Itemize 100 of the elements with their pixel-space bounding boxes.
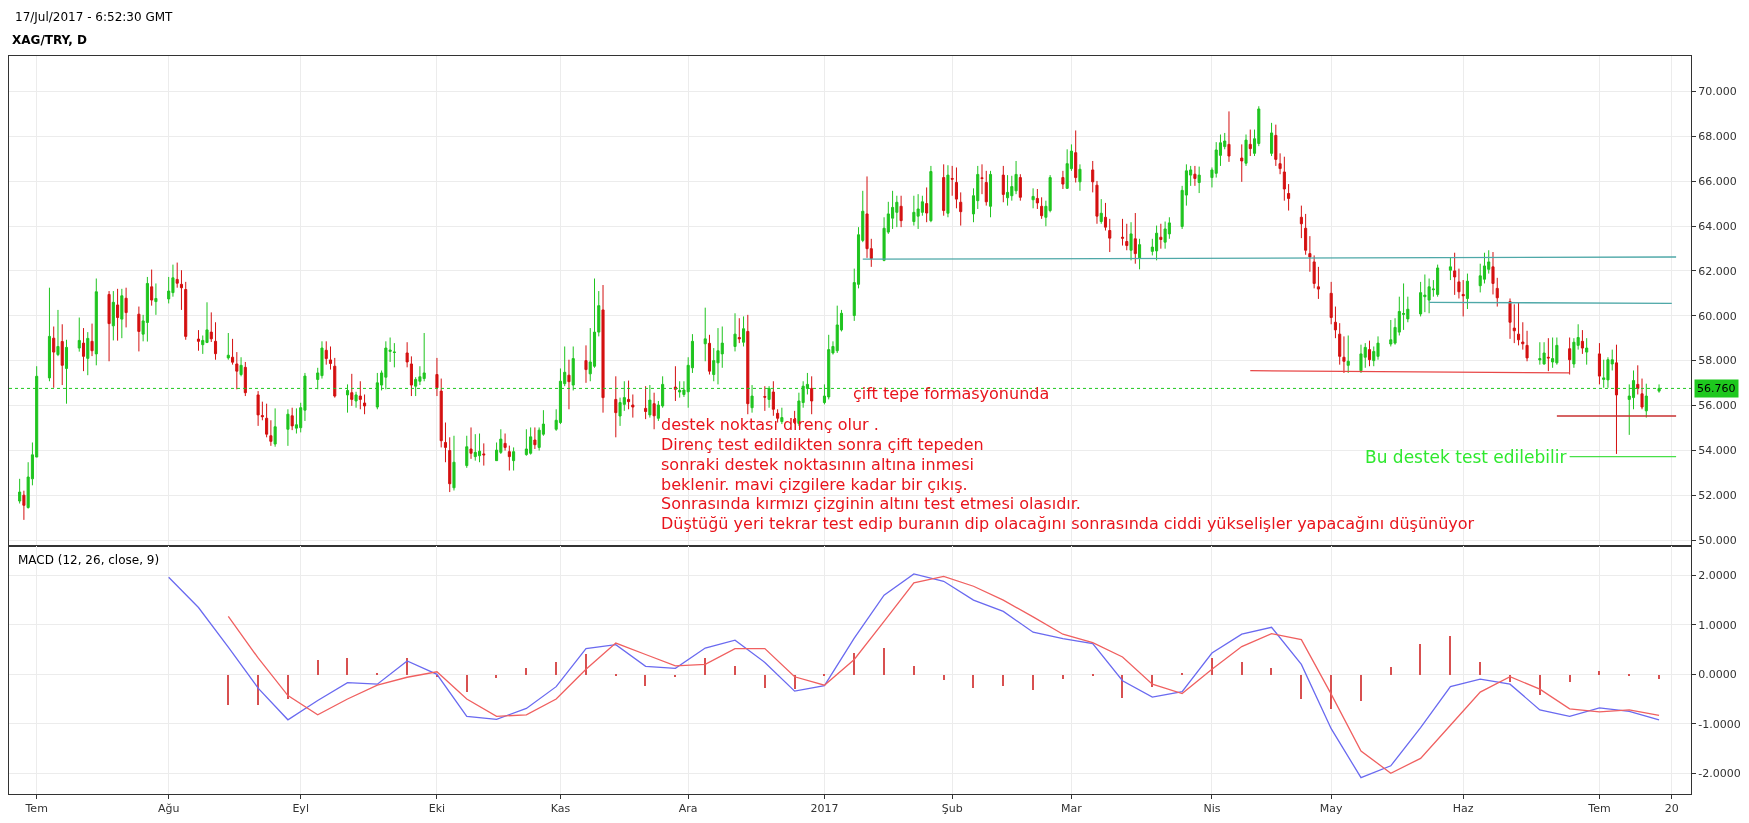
candlestick — [1508, 297, 1512, 340]
annotation: sonraki destek noktasının altına inmesi — [661, 455, 974, 474]
candlestick — [422, 332, 426, 382]
candlestick — [439, 378, 443, 448]
candlestick — [358, 380, 362, 410]
candlestick — [716, 327, 720, 385]
candlestick — [363, 393, 367, 415]
candlestick — [179, 269, 183, 311]
candlestick — [1585, 337, 1589, 366]
candlestick — [256, 390, 260, 427]
candlestick — [1287, 183, 1291, 212]
bar — [1181, 672, 1183, 675]
candlestick — [22, 490, 26, 521]
candlestick — [1546, 337, 1550, 372]
candlestick — [209, 311, 213, 343]
bar — [1569, 674, 1571, 682]
candlestick — [703, 307, 707, 362]
y-tick-label: 66.000 — [1698, 175, 1737, 189]
candlestick — [899, 195, 903, 228]
candlestick — [912, 195, 916, 227]
x-tick-label: Eyl — [292, 802, 309, 816]
bar — [1121, 674, 1123, 698]
bar — [883, 647, 885, 675]
candlestick — [226, 332, 230, 361]
bar — [674, 674, 676, 677]
candlestick — [1346, 334, 1350, 374]
candlestick — [469, 426, 473, 460]
candlestick — [1074, 129, 1078, 184]
candlestick — [1555, 337, 1559, 366]
annotation: Düştüğü yeri tekrar test edip buranın dip olacağını sonrasında ciddi yükselişler yapacağını düşünüyor — [661, 514, 1475, 533]
bar — [406, 657, 408, 675]
candlestick — [452, 435, 456, 491]
candlestick — [1282, 156, 1286, 202]
candlestick — [1436, 264, 1440, 298]
candlestick — [810, 375, 814, 415]
y-tick-label: 56.000 — [1698, 399, 1737, 413]
ref-line-label: 56.760 — [1697, 382, 1736, 395]
annotation: beklenir. mavi çizgilere kadar bir çıkış. — [661, 475, 968, 494]
y-tick-label: 60.000 — [1698, 309, 1737, 323]
candlestick — [213, 321, 218, 361]
candlestick — [443, 422, 448, 463]
candlestick — [1363, 342, 1367, 369]
bar — [495, 674, 497, 678]
y-tick-label: 62.000 — [1698, 264, 1737, 278]
y-tick-label: 54.000 — [1698, 444, 1737, 458]
candlestick — [482, 442, 486, 467]
candlestick — [354, 391, 358, 409]
candlestick — [507, 445, 511, 472]
y-tick-label: 1.0000 — [1698, 618, 1737, 632]
candlestick — [1035, 188, 1039, 210]
candlestick — [392, 342, 396, 368]
bar — [1032, 674, 1034, 690]
candlestick — [1031, 187, 1035, 209]
candlestick — [1040, 196, 1044, 220]
x-tick-label: Eki — [428, 802, 446, 816]
bar — [525, 667, 527, 675]
candlestick — [1448, 257, 1452, 281]
candlestick — [1091, 160, 1095, 193]
candlestick — [265, 403, 269, 438]
candlestick — [448, 436, 452, 493]
candlestick — [1120, 218, 1125, 247]
bar — [1539, 674, 1541, 695]
candlestick — [465, 435, 469, 469]
bar — [853, 652, 855, 675]
candlestick — [895, 195, 899, 228]
candlestick — [1108, 218, 1112, 253]
candlestick — [631, 393, 635, 419]
candlestick — [1065, 148, 1069, 190]
x-tick-label: Ağu — [157, 802, 180, 816]
candlestick — [1078, 163, 1082, 192]
bar — [227, 674, 229, 705]
candlestick — [1099, 198, 1103, 225]
x-tick-label: 20 — [1664, 802, 1679, 816]
bar — [913, 665, 915, 675]
candlestick — [235, 351, 239, 390]
candlestick — [60, 323, 64, 386]
candlestick — [1640, 378, 1644, 410]
candlestick — [477, 433, 482, 463]
candlestick — [107, 290, 111, 362]
y-tick-label: -2.0000 — [1698, 767, 1741, 781]
bar — [1002, 674, 1004, 686]
bar — [346, 657, 348, 675]
x-tick-label: Ara — [678, 802, 698, 816]
candlestick — [1227, 110, 1231, 163]
candlestick — [925, 186, 929, 223]
bar — [1270, 667, 1272, 675]
candlestick — [614, 375, 618, 438]
y-tick-label: 2.0000 — [1698, 569, 1737, 583]
candlestick — [1517, 301, 1521, 346]
candlestick — [1423, 273, 1427, 313]
candlestick — [1270, 122, 1274, 157]
bar — [1598, 670, 1600, 675]
candlestick — [1551, 337, 1555, 369]
candlestick — [145, 276, 149, 343]
candlestick — [746, 314, 750, 415]
candlestick — [1636, 364, 1640, 395]
candlestick — [90, 323, 94, 357]
candlestick — [1304, 213, 1308, 256]
candlestick — [1580, 329, 1584, 355]
x-tick-label: Kas — [550, 802, 571, 816]
